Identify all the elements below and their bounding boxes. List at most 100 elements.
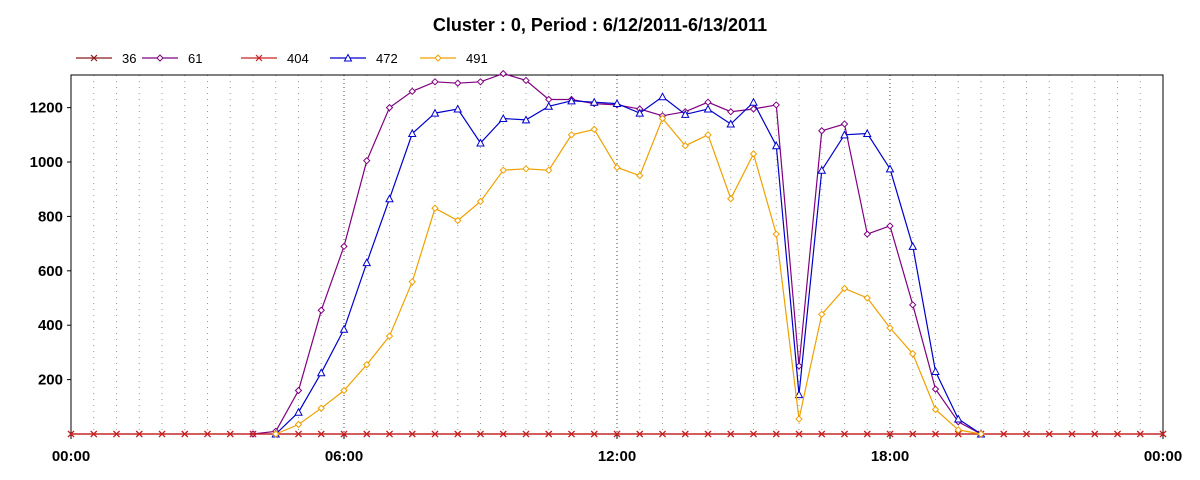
data-point-404 <box>1045 430 1053 438</box>
x-tick-label: 06:00 <box>325 448 363 465</box>
data-point-472 <box>453 104 463 113</box>
legend-marker <box>156 54 164 62</box>
data-point-404 <box>1159 430 1167 438</box>
data-point-491 <box>454 216 462 225</box>
data-point-404 <box>1136 430 1144 438</box>
series-61 <box>249 69 985 438</box>
data-point-61 <box>909 301 917 309</box>
grid <box>93 75 1141 434</box>
data-point-472 <box>362 258 372 267</box>
data-point-472 <box>885 164 895 173</box>
data-point-472 <box>908 241 918 250</box>
data-point-472 <box>771 141 781 150</box>
legend-marker <box>343 53 353 62</box>
y-tick-label: 200 <box>38 372 63 389</box>
data-point-404 <box>363 430 371 438</box>
legend-marker <box>90 54 98 62</box>
data-point-404 <box>772 430 780 438</box>
plot-area <box>70 74 1164 435</box>
data-point-404 <box>909 430 917 438</box>
data-point-61 <box>431 78 439 86</box>
data-point-472 <box>680 109 690 118</box>
data-point-491 <box>317 404 325 412</box>
y-tick-label: 1000 <box>30 154 63 171</box>
data-point-404 <box>954 430 962 438</box>
data-point-491 <box>749 150 758 158</box>
data-point-61 <box>408 87 416 96</box>
data-point-472 <box>794 390 804 399</box>
series-line-491 <box>275 117 982 435</box>
data-point-404 <box>613 430 621 438</box>
data-point-472 <box>612 99 622 108</box>
data-point-491 <box>636 171 644 180</box>
data-point-404 <box>431 430 439 438</box>
x-axis: 00:00 06:00 12:00 18:00 00:00 <box>52 434 1182 465</box>
data-point-404 <box>522 430 530 438</box>
data-point-491 <box>863 294 871 302</box>
data-point-472 <box>817 165 827 174</box>
data-point-404 <box>226 430 234 438</box>
data-point-404 <box>1023 430 1030 438</box>
data-point-491 <box>272 430 280 438</box>
legend-label: 472 <box>376 51 398 66</box>
data-point-61 <box>363 156 371 165</box>
x-tick-label: 18:00 <box>871 448 909 465</box>
data-point-61 <box>772 101 780 109</box>
data-point-491 <box>909 350 917 358</box>
data-point-404 <box>454 430 462 438</box>
data-point-491 <box>590 125 598 134</box>
data-point-491 <box>886 324 894 332</box>
data-point-491 <box>499 166 507 174</box>
x-tick-label: 12:00 <box>598 448 636 465</box>
legend-item-404: 404 <box>241 51 309 66</box>
legend-label: 36 <box>122 51 136 66</box>
data-point-491 <box>408 277 416 286</box>
legend: 36 61 404 472 491 <box>76 51 488 66</box>
data-point-491 <box>727 195 735 203</box>
data-point-404 <box>704 430 712 438</box>
data-point-491 <box>567 131 576 139</box>
data-point-404 <box>750 430 757 438</box>
data-point-404 <box>568 430 575 438</box>
data-point-404 <box>67 430 75 438</box>
data-point-61 <box>704 98 712 106</box>
legend-marker <box>434 54 442 62</box>
series-472 <box>271 92 986 438</box>
data-point-61 <box>385 103 394 112</box>
data-point-491 <box>363 360 371 369</box>
data-point-472 <box>840 130 849 139</box>
data-point-472 <box>339 324 349 333</box>
data-point-404 <box>295 430 302 438</box>
data-point-491 <box>772 230 780 238</box>
data-point-61 <box>749 105 758 113</box>
data-point-404 <box>477 430 484 438</box>
x-tick-label: 00:00 <box>1144 448 1182 465</box>
data-point-404 <box>681 430 689 438</box>
data-point-491 <box>613 163 621 172</box>
data-point-404 <box>545 430 553 438</box>
data-point-404 <box>499 430 507 438</box>
data-point-404 <box>932 430 939 438</box>
data-point-472 <box>498 113 508 123</box>
data-point-491 <box>545 166 553 174</box>
data-point-404 <box>113 430 120 438</box>
data-point-404 <box>90 430 98 438</box>
data-point-491 <box>840 284 849 293</box>
data-point-404 <box>1091 430 1099 438</box>
data-point-472 <box>544 101 554 110</box>
data-point-404 <box>795 430 803 438</box>
data-point-472 <box>703 104 713 113</box>
data-point-404 <box>1114 430 1121 438</box>
data-point-472 <box>407 128 417 137</box>
data-point-472 <box>726 119 736 128</box>
data-point-61 <box>454 79 462 87</box>
data-point-61 <box>840 120 849 128</box>
data-point-491 <box>658 114 667 123</box>
chart-title: Cluster : 0, Period : 6/12/2011-6/13/201… <box>433 15 767 35</box>
data-point-404 <box>181 430 189 438</box>
y-tick-label: 800 <box>38 208 63 225</box>
data-point-491 <box>954 426 962 434</box>
y-tick-label: 400 <box>38 317 63 334</box>
data-point-404 <box>204 430 211 438</box>
data-point-404 <box>636 430 644 438</box>
